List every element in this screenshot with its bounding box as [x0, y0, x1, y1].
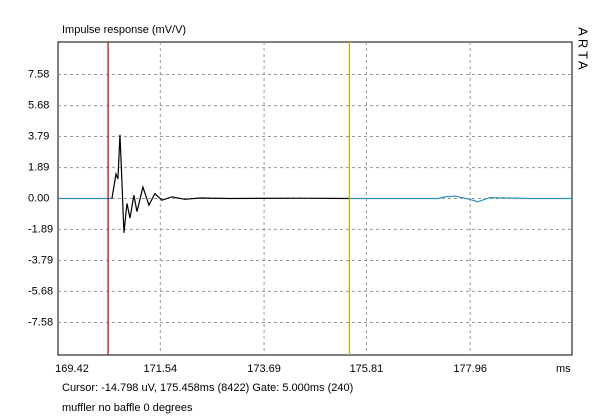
status-line: Cursor: -14.798 uV, 175.458ms (8422) Gat… — [62, 382, 353, 394]
y-tick-label: -1.89 — [28, 223, 53, 235]
x-tick-label: 175.81 — [350, 363, 384, 375]
response-line — [349, 195, 572, 203]
y-tick-label: 5.68 — [28, 100, 49, 112]
y-tick-label: -7.58 — [28, 316, 53, 328]
y-tick-label: 3.79 — [28, 130, 49, 142]
x-tick-label: 173.69 — [247, 363, 281, 375]
x-tick-label: 177.96 — [453, 363, 487, 375]
y-tick-label: -5.68 — [28, 285, 53, 297]
note: muffler no baffle 0 degrees — [62, 402, 193, 414]
y-tick-label: 0.00 — [28, 192, 49, 204]
response-line — [111, 134, 350, 233]
chart-title: Impulse response (mV/V) — [62, 24, 186, 36]
x-tick-label: 169.42 — [55, 363, 89, 375]
side-label: ARTA — [576, 27, 591, 72]
y-tick-label: 7.58 — [28, 68, 49, 80]
x-tick-label: 171.54 — [143, 363, 177, 375]
y-tick-label: 1.89 — [28, 161, 49, 173]
x-unit: ms — [556, 363, 571, 375]
y-tick-label: -3.79 — [28, 254, 53, 266]
